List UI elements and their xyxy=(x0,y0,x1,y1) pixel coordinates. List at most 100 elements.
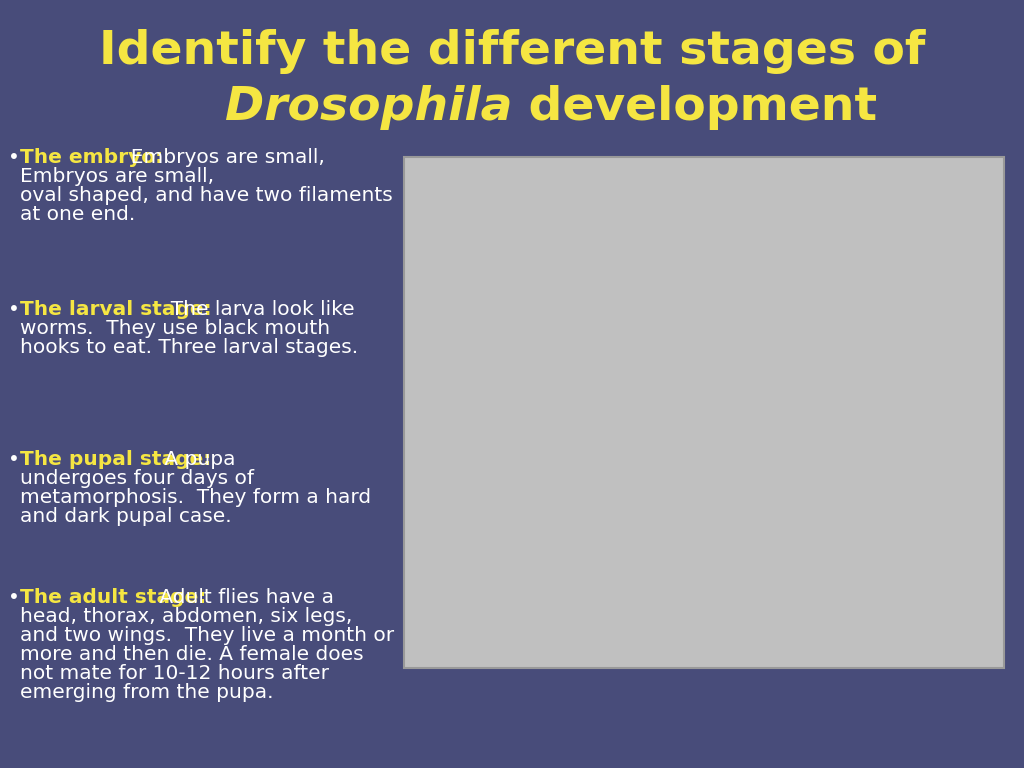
Point xyxy=(853,600,869,612)
Point xyxy=(497,568,513,580)
Point xyxy=(494,366,510,378)
Point xyxy=(990,615,1007,627)
Point xyxy=(564,203,581,215)
Point xyxy=(626,588,642,601)
Point xyxy=(922,323,938,335)
Point xyxy=(567,387,584,399)
Point xyxy=(466,279,482,291)
Point xyxy=(961,155,977,167)
Point xyxy=(975,627,991,639)
Point xyxy=(806,523,822,535)
Point xyxy=(433,627,450,640)
Point xyxy=(802,339,818,352)
Point xyxy=(642,419,658,431)
Point xyxy=(485,375,502,387)
Point xyxy=(643,475,659,487)
Point xyxy=(659,450,676,462)
Point xyxy=(411,246,427,258)
Point xyxy=(688,395,705,407)
Point xyxy=(519,538,536,550)
Point xyxy=(447,346,464,358)
Point xyxy=(739,528,756,541)
Point xyxy=(952,565,969,578)
Point xyxy=(581,397,597,409)
Point xyxy=(419,205,435,217)
Point xyxy=(839,513,855,525)
Point xyxy=(568,296,585,309)
Point xyxy=(544,486,560,498)
Point xyxy=(602,459,618,472)
Point xyxy=(821,303,838,315)
Point xyxy=(461,590,477,602)
Point xyxy=(495,657,511,670)
Point xyxy=(516,481,532,493)
Point xyxy=(893,615,909,627)
Point xyxy=(974,233,990,245)
Point xyxy=(993,197,1010,209)
Point xyxy=(554,346,570,359)
Point xyxy=(398,634,415,647)
Point xyxy=(722,329,738,342)
Point xyxy=(802,491,818,503)
Point xyxy=(772,440,788,452)
Point xyxy=(737,462,754,474)
Point xyxy=(468,191,484,204)
Point xyxy=(754,308,770,320)
Point xyxy=(887,318,903,330)
Point xyxy=(753,413,769,425)
Point xyxy=(685,562,701,574)
Point xyxy=(486,351,503,363)
Point xyxy=(423,429,439,441)
Point xyxy=(957,617,974,630)
Point xyxy=(461,564,477,576)
Point xyxy=(983,293,999,305)
Point xyxy=(930,184,946,197)
Point xyxy=(527,630,544,642)
Point xyxy=(473,203,489,215)
Point xyxy=(670,197,686,210)
Point xyxy=(601,445,617,457)
Point xyxy=(645,247,662,259)
Point xyxy=(762,300,778,312)
Point xyxy=(530,283,547,296)
Point xyxy=(507,205,523,217)
Point xyxy=(408,227,424,239)
Point xyxy=(622,587,638,599)
Point xyxy=(705,440,721,452)
Point xyxy=(460,501,476,513)
Point xyxy=(888,313,904,325)
Point xyxy=(897,255,913,267)
Point xyxy=(525,165,542,177)
Point xyxy=(805,376,821,389)
Point xyxy=(684,180,700,192)
Point xyxy=(645,594,662,607)
Ellipse shape xyxy=(515,396,557,429)
Point xyxy=(786,572,803,584)
Point xyxy=(821,364,838,376)
Point xyxy=(446,441,463,453)
Point xyxy=(637,455,653,467)
Point xyxy=(414,611,430,624)
Point xyxy=(423,214,439,226)
Point xyxy=(557,189,573,201)
Point xyxy=(882,615,898,627)
Point xyxy=(437,614,454,627)
Point xyxy=(718,339,734,351)
Point xyxy=(899,495,915,507)
Point xyxy=(557,635,573,647)
Point xyxy=(477,507,494,519)
Point xyxy=(397,457,414,469)
Point xyxy=(768,341,784,353)
Point xyxy=(984,296,1000,308)
Point xyxy=(988,439,1005,451)
Point xyxy=(924,424,940,436)
Point xyxy=(571,359,588,371)
Point xyxy=(765,558,781,570)
Point xyxy=(414,173,430,185)
Point xyxy=(507,247,523,259)
Point xyxy=(857,167,873,179)
Point xyxy=(655,564,672,576)
Point xyxy=(478,247,495,260)
Point xyxy=(987,405,1004,417)
Point xyxy=(878,558,894,570)
